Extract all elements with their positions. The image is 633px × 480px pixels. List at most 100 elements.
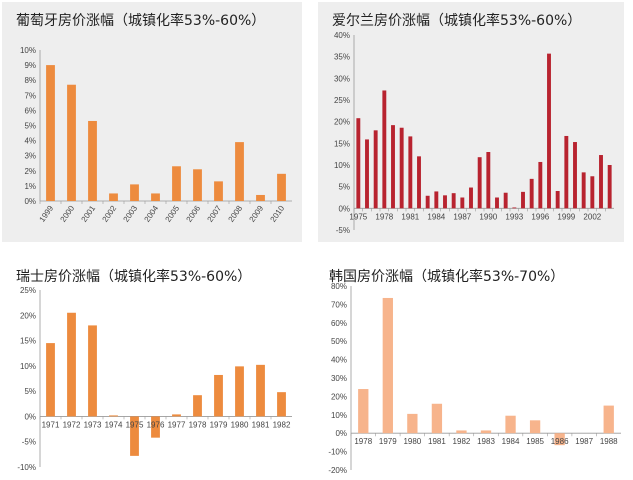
korea-xtick-label-1982: 1982: [453, 437, 471, 446]
ireland-ytick-label: 5%: [338, 183, 350, 192]
switzerland-bar-1971: [46, 343, 55, 417]
portugal-ytick-label: 6%: [24, 106, 36, 115]
ireland-xtick-label-1996: 1996: [531, 212, 549, 221]
ireland-xtick-label-1993: 1993: [505, 212, 523, 221]
portugal-xtick-label-2001: 2001: [80, 204, 98, 224]
korea-bar-1983: [480, 430, 492, 434]
portugal-ytick-label: 5%: [24, 122, 36, 131]
switzerland-bar-1972: [67, 312, 76, 417]
switzerland-ytick-label: -5%: [22, 438, 36, 447]
korea-bar-1980: [407, 413, 418, 434]
switzerland-bar-1974: [109, 415, 118, 417]
ireland-xtick-label-1975: 1975: [349, 212, 367, 221]
ireland-bar-1994: [521, 191, 525, 209]
ireland-bar-1986: [451, 193, 456, 209]
portugal-xtick-label-2008: 2008: [227, 204, 245, 224]
ireland-bar-2002: [590, 176, 595, 209]
portugal-xtick-label-2002: 2002: [101, 204, 119, 224]
korea-bar-1981: [431, 403, 443, 434]
ireland-bar-1989: [477, 157, 482, 209]
ireland-bar-2004: [607, 165, 612, 209]
portugal-xtick-label-2003: 2003: [122, 204, 140, 224]
switzerland-bar-1982: [277, 392, 286, 417]
portugal-ytick-label: 9%: [24, 61, 36, 70]
portugal-xtick-label-2009: 2009: [248, 204, 266, 224]
ireland-bar-1993: [512, 207, 517, 209]
portugal-bar-2008: [235, 142, 244, 201]
korea-xtick-label-1986: 1986: [551, 437, 569, 446]
portugal-ytick-label: 3%: [24, 152, 36, 161]
ireland-bar-1977: [373, 130, 378, 209]
switzerland-xtick-label-1972: 1972: [63, 420, 81, 429]
korea-bar-1982: [456, 430, 467, 434]
ireland-bar-1981: [408, 136, 413, 209]
ireland-ytick-label: 0%: [338, 204, 350, 213]
portugal-xtick-label-2004: 2004: [143, 204, 161, 224]
ireland-xtick-label-1978: 1978: [375, 212, 393, 221]
ireland-bar-1982: [417, 156, 421, 209]
ireland-xtick-label-1999: 1999: [557, 212, 575, 221]
portugal-xtick-label-2005: 2005: [164, 204, 182, 224]
ireland-bar-1985: [443, 195, 447, 209]
ireland-bar-1980: [399, 127, 404, 209]
korea-xtick-label-1987: 1987: [575, 437, 593, 446]
korea-ytick-label: 30%: [331, 374, 347, 383]
ireland-bar-1979: [391, 125, 395, 209]
ireland-bar-1996: [538, 161, 543, 209]
ireland-ytick-label: 10%: [334, 161, 350, 170]
switzerland-ytick-label: 5%: [24, 387, 36, 396]
korea-ytick-label: 70%: [331, 300, 347, 309]
switzerland-ytick-label: -10%: [17, 463, 36, 472]
switzerland-bar-1979: [214, 374, 223, 417]
ireland-ytick-label: 40%: [334, 31, 350, 40]
ireland-bar-1997: [547, 53, 551, 209]
portugal-bar-2000: [67, 84, 76, 201]
ireland-bar-1978: [382, 90, 387, 209]
korea-xtick-label-1981: 1981: [428, 437, 446, 446]
switzerland-bar-1980: [235, 366, 244, 417]
switzerland-xtick-label-1978: 1978: [189, 420, 207, 429]
ireland-ytick-label: 15%: [334, 139, 350, 148]
korea-ytick-label: -20%: [328, 466, 347, 475]
korea-bar-1985: [529, 420, 541, 434]
portugal-ytick-label: 10%: [20, 46, 36, 55]
ireland-bar-2003: [599, 155, 603, 209]
korea-bar-1986: [554, 433, 565, 446]
portugal-bar-2007: [214, 181, 223, 201]
korea-bar-1984: [505, 415, 516, 434]
switzerland-chart-panel: 瑞士房价涨幅（城镇化率53%-60%） -10% -5% 0% 5% 10% 15% 20%…: [2, 258, 302, 478]
portugal-ytick-label: 0%: [24, 197, 36, 206]
switzerland-xtick-label-1973: 1973: [84, 420, 102, 429]
korea-chart: -20% -10% 0% 10% 20% 30% 40% 50% 60% 70% 80% 1978 19…: [328, 282, 621, 475]
portugal-ytick-label: 2%: [24, 167, 36, 176]
switzerland-ytick-label: 15%: [20, 337, 36, 346]
korea-xtick-label-1978: 1978: [354, 437, 372, 446]
portugal-bar-1999: [46, 65, 55, 201]
switzerland-bar-1981: [256, 364, 265, 417]
portugal-ytick-label: 8%: [24, 76, 36, 85]
switzerland-bar-1973: [88, 325, 97, 417]
portugal-bar-2002: [109, 193, 118, 201]
korea-bar-1988: [603, 405, 614, 434]
korea-xtick-label-1979: 1979: [379, 437, 397, 446]
korea-ytick-label: 0%: [335, 429, 347, 438]
korea-ytick-label: 10%: [331, 411, 347, 420]
switzerland-ytick-label: 20%: [20, 311, 36, 320]
portugal-xtick-label-2010: 2010: [269, 204, 287, 224]
portugal-bar-2006: [193, 169, 202, 201]
portugal-ytick-label: 7%: [24, 91, 36, 100]
switzerland-xtick-label-1974: 1974: [105, 420, 123, 429]
ireland-bar-2000: [573, 142, 577, 209]
ireland-xtick-label-1984: 1984: [427, 212, 445, 221]
portugal-ytick-label: 4%: [24, 137, 36, 146]
ireland-bar-1987: [460, 197, 465, 209]
switzerland-chart: -10%-5%0%5%10%15%20%25%1971 1972 1973 1974 1…: [17, 286, 292, 472]
switzerland-ytick-label: 25%: [20, 286, 36, 295]
ireland-ytick-label: 35%: [334, 53, 350, 62]
portugal-chart: 0%1%2%3%4%5%6%7%8%9%10%1999 2000 2001 2002 2…: [20, 46, 292, 224]
ireland-chart-title: 爱尔兰房价涨幅（城镇化率53%-60%）: [332, 13, 582, 29]
ireland-bar-1988: [469, 187, 473, 209]
switzerland-xtick-label-1976: 1976: [147, 420, 165, 429]
portugal-xtick-label-1999: 1999: [38, 204, 56, 224]
korea-ytick-label: 50%: [331, 337, 347, 346]
